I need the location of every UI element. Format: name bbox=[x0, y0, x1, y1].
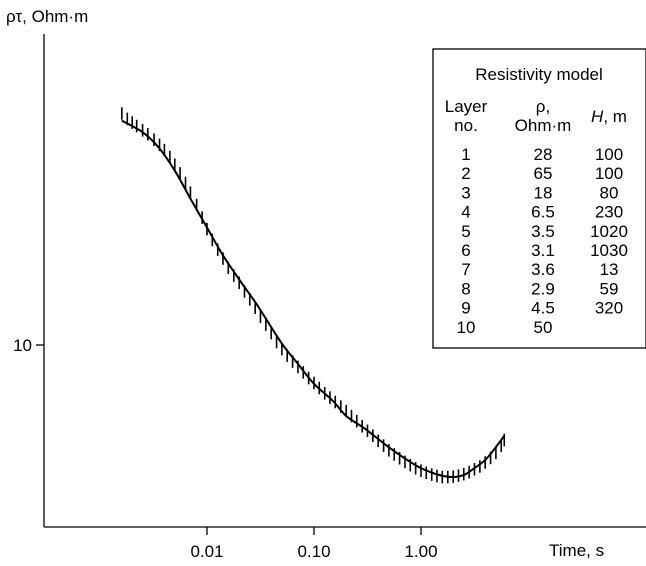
header-rho-line1: ρ, bbox=[536, 97, 550, 116]
table-cell-rho: 3.6 bbox=[531, 260, 555, 279]
header-layer-line2: no. bbox=[454, 116, 478, 135]
table-cell-no: 1 bbox=[461, 145, 470, 164]
table-cell-no: 5 bbox=[461, 222, 470, 241]
table-cell-h: 59 bbox=[600, 279, 619, 298]
table-cell-no: 9 bbox=[461, 299, 470, 318]
x-tick-label-1: 0.10 bbox=[297, 542, 330, 561]
table-cell-no: 3 bbox=[461, 183, 470, 202]
table-cell-rho: 50 bbox=[534, 318, 553, 337]
table-cell-rho: 6.5 bbox=[531, 203, 555, 222]
table-cell-rho: 2.9 bbox=[531, 279, 555, 298]
table-cell-h: 100 bbox=[595, 164, 623, 183]
table-cell-h: 80 bbox=[600, 183, 619, 202]
table-cell-rho: 3.1 bbox=[531, 241, 555, 260]
header-h-unit: , m bbox=[603, 107, 627, 126]
table-cell-h: 320 bbox=[595, 299, 623, 318]
x-axis-label: Time, s bbox=[549, 541, 604, 560]
y-tick-label-0: 10 bbox=[13, 336, 32, 355]
ticks: 0.01 0.10 1.00 10 bbox=[13, 336, 437, 561]
y-axis-label: ρτ, Ohm·m bbox=[6, 7, 88, 26]
table-cell-rho: 28 bbox=[534, 145, 553, 164]
table-cell-h: 230 bbox=[595, 203, 623, 222]
table-cell-no: 8 bbox=[461, 279, 470, 298]
table-cell-rho: 3.5 bbox=[531, 222, 555, 241]
table-cell-h: 13 bbox=[600, 260, 619, 279]
table-cell-h: 1020 bbox=[590, 222, 628, 241]
table-cell-h: 1030 bbox=[590, 241, 628, 260]
table-cell-no: 2 bbox=[461, 164, 470, 183]
table-cell-rho: 65 bbox=[534, 164, 553, 183]
table-cell-no: 10 bbox=[457, 318, 476, 337]
table-frame bbox=[432, 48, 646, 349]
table-cell-rho: 4.5 bbox=[531, 299, 555, 318]
model-curve bbox=[121, 119, 506, 479]
header-h-italic: H bbox=[591, 107, 604, 126]
x-tick-label-0: 0.01 bbox=[190, 542, 223, 561]
table-cell-no: 7 bbox=[461, 260, 470, 279]
table-cell-rho: 18 bbox=[534, 183, 553, 202]
table-rows: 1 28 100 2 65 100 3 18 80 4 6.5 230 5 3.5 1020 6 3.1 1030… bbox=[457, 145, 628, 337]
resistivity-table: Resistivity model Layer no. ρ, Ohm·m H, … bbox=[432, 48, 646, 349]
table-title: Resistivity model bbox=[475, 65, 603, 84]
header-layer-line1: Layer bbox=[445, 97, 488, 116]
header-rho-line2: Ohm·m bbox=[515, 116, 572, 135]
table-cell-h: 100 bbox=[595, 145, 623, 164]
header-h: H, m bbox=[591, 107, 627, 126]
table-cell-no: 6 bbox=[461, 241, 470, 260]
table-cell-no: 4 bbox=[461, 203, 470, 222]
x-tick-label-2: 1.00 bbox=[404, 542, 437, 561]
